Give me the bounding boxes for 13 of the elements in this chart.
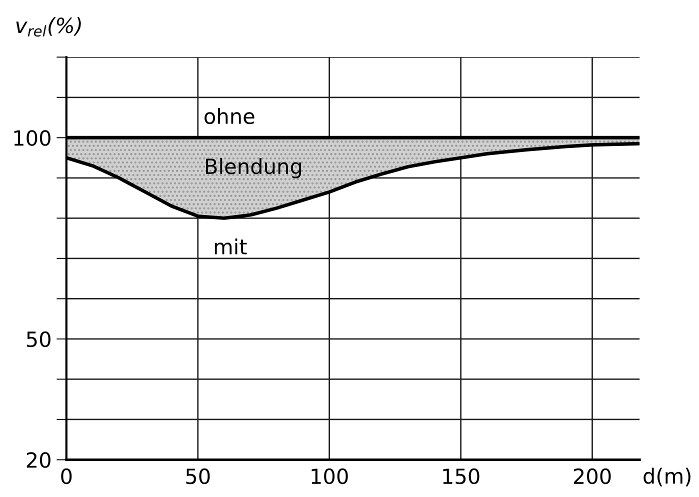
series-label: mit bbox=[214, 238, 247, 254]
x-tick-label: 200 bbox=[574, 468, 611, 484]
annotation: Blendung bbox=[206, 158, 302, 178]
y-axis-title: v$_{rel}$(%) bbox=[16, 17, 81, 37]
x-tick-label: 100 bbox=[312, 468, 348, 484]
y-tick-label: 50 bbox=[26, 331, 50, 348]
x-tick-label: 50 bbox=[186, 468, 210, 484]
x-tick-label: 150 bbox=[443, 468, 480, 484]
x-tick-label: 0 bbox=[61, 468, 72, 484]
y-tick-label: 20 bbox=[26, 452, 50, 468]
series-label: ohne bbox=[204, 108, 254, 124]
x-axis-title: d(m) bbox=[644, 468, 690, 486]
y-tick-label: 100 bbox=[14, 130, 50, 146]
